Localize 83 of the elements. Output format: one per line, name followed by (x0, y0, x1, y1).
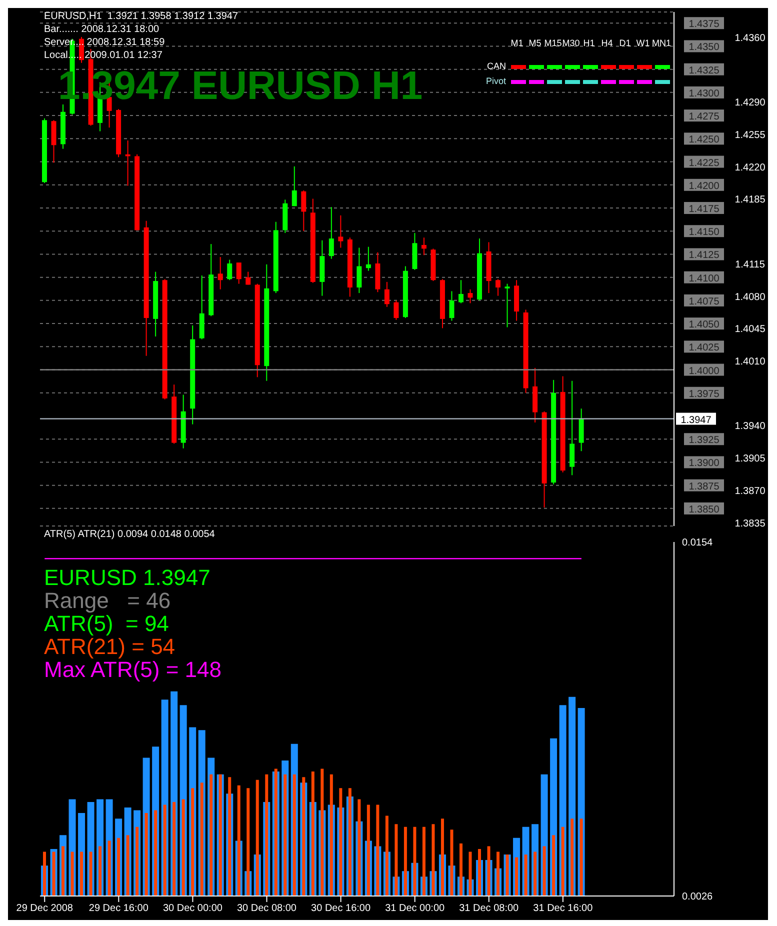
y2-tick-label: 1.3940 (734, 421, 766, 432)
y-tick-label: 1.4125 (688, 250, 720, 262)
y-tick-label: 1.4150 (688, 227, 720, 238)
y-tick-label: 1.4350 (688, 42, 720, 54)
candlestick (570, 380, 575, 476)
candlestick (356, 247, 362, 294)
candlestick (384, 281, 390, 308)
y2-tick-label: 1.4290 (734, 98, 766, 109)
chart-title: EURUSD,H1 1.3921 1.3958 1.3912 1.3947 (44, 10, 238, 23)
y-tick-label: 1.4250 (688, 134, 720, 146)
annotation: ATR(5) = 94 (44, 611, 170, 636)
annotation: M30 (562, 38, 580, 48)
y-tick-label: 1.4200 (688, 180, 720, 192)
x-tick-label: 30 Dec 00:00 (162, 903, 223, 914)
annotation: M5 (528, 38, 542, 48)
y-tick-label: 1.4225 (688, 158, 720, 169)
x-tick-label: 30 Dec 08:00 (237, 903, 297, 914)
annotation: M1 (510, 38, 524, 48)
candlestick (227, 259, 232, 281)
y2-tick-label: 1.4220 (734, 162, 766, 174)
y2-tick-label: 1.4080 (734, 292, 766, 303)
x-tick-label: 29 Dec 16:00 (88, 903, 149, 914)
ref-line-label: 1.3947 (680, 414, 712, 426)
y-tick-label: 1.3875 (688, 481, 720, 492)
chart-title: ATR(5) ATR(21) 0.0094 0.0148 0.0054 (44, 529, 215, 540)
y-tick-label: 1.4325 (688, 65, 720, 76)
y-tick-label: 1.4000 (688, 366, 720, 377)
candlestick (328, 206, 334, 260)
y2-tick-label: 1.4185 (734, 194, 766, 206)
y-tick-label: 1.3850 (688, 504, 720, 516)
annotation: MN1 (652, 38, 672, 48)
y-tick-label: 1.4100 (688, 273, 720, 284)
y-tick-label: 1.4025 (688, 342, 720, 354)
annotation: H4 (600, 38, 614, 48)
x-tick-label: 31 Dec 00:00 (385, 903, 446, 914)
y-tick-label: 1.4050 (688, 320, 720, 331)
candlestick (394, 300, 399, 320)
candlestick (246, 271, 251, 286)
annotation: D1 (618, 38, 632, 48)
y2-tick-label: 1.4360 (734, 32, 766, 44)
x-tick-label: 31 Dec 08:00 (459, 903, 520, 914)
y-tick-label: 1.3925 (688, 435, 720, 446)
candlestick (338, 214, 344, 248)
candlestick (504, 283, 510, 328)
candlestick (292, 166, 297, 207)
y-tick-label: 1.4075 (688, 296, 720, 308)
y-tick-label: 1.4300 (688, 88, 720, 100)
y2-tick-label: 1.3905 (734, 454, 766, 465)
y-tick-label: 0.0154 (682, 538, 714, 549)
annotation: W1 (635, 38, 651, 48)
y-tick-label: 0.0026 (682, 892, 714, 903)
y2-tick-label: 1.3835 (734, 518, 766, 530)
y2-tick-label: 1.4115 (735, 259, 766, 270)
annotation: H1 (582, 38, 596, 48)
annotation: Pivot (486, 76, 506, 86)
candlestick (366, 246, 371, 272)
annotation: Max ATR(5) = 148 (44, 657, 222, 682)
y-tick-label: 1.4175 (688, 204, 720, 215)
annotation: M15 (544, 38, 562, 48)
candlestick (218, 256, 223, 290)
candlestick (496, 278, 501, 296)
y2-tick-label: 1.4045 (734, 324, 766, 336)
candlestick (421, 237, 426, 256)
candlestick (468, 288, 473, 304)
y2-tick-label: 1.3870 (734, 486, 766, 497)
candlestick (449, 290, 454, 322)
annotation: CAN (486, 61, 506, 71)
annotation: Bar....... 2008.12.31 18:00 (44, 24, 160, 35)
annotation: ATR(21) = 54 (44, 634, 176, 659)
annotation: Range = 46 (44, 588, 172, 613)
y-tick-label: 1.4375 (688, 19, 720, 30)
y-tick-label: 1.3975 (688, 388, 720, 400)
x-tick-label: 30 Dec 16:00 (311, 903, 371, 914)
x-tick-label: 29 Dec 2008 (16, 903, 74, 914)
y-tick-label: 1.4275 (688, 112, 720, 123)
y2-tick-label: 1.4255 (734, 130, 766, 142)
x-tick-label: 31 Dec 16:00 (533, 903, 594, 914)
y-tick-label: 1.3900 (688, 458, 720, 470)
candlestick (458, 280, 464, 304)
annotation: EURUSD 1.3947 (44, 565, 212, 590)
y2-tick-label: 1.4010 (734, 356, 766, 368)
candlestick (301, 190, 306, 232)
candlestick (236, 262, 242, 284)
